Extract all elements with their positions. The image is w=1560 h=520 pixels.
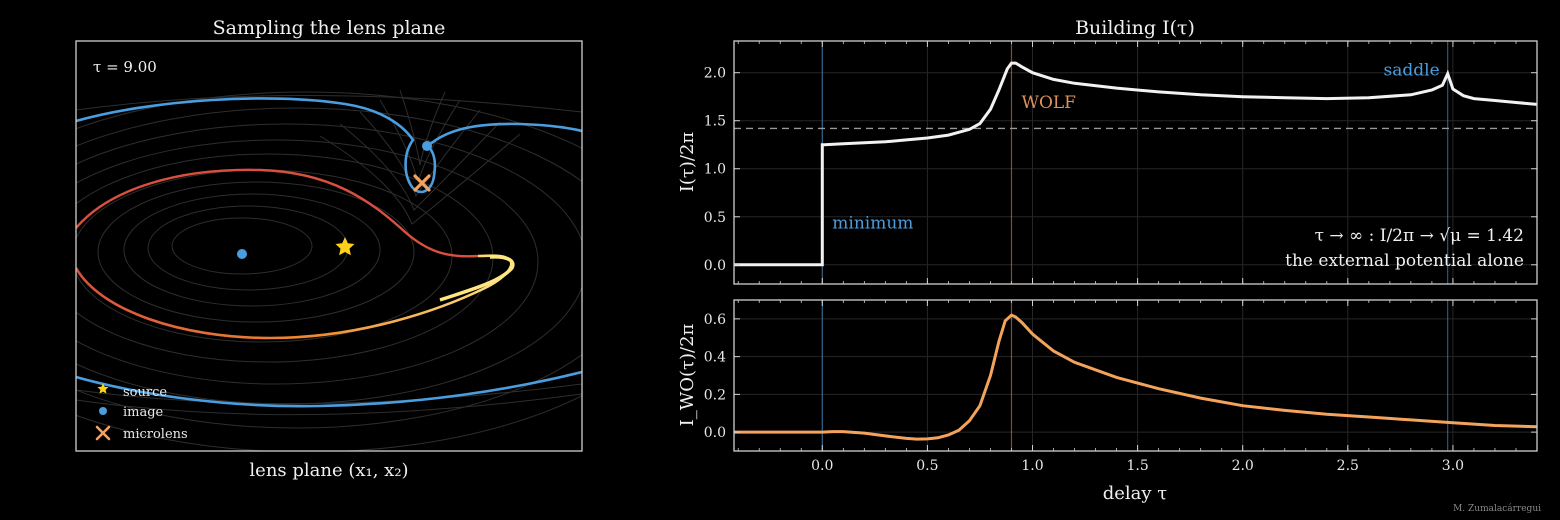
tau-value-label: τ = 9.00 — [93, 58, 157, 76]
bottom-chart-ylabel: I_WO(τ)/2π — [677, 323, 698, 426]
x-tick-label: 2.0 — [1232, 458, 1254, 474]
top-chart-grid — [734, 41, 1537, 284]
minimum-label: minimum — [832, 213, 913, 233]
limit-annotation: τ → ∞ : I/2π → √μ = 1.42 — [1315, 226, 1524, 246]
legend-image-icon — [99, 407, 107, 415]
left-panel: Sampling the lens plane — [75, 17, 583, 481]
limit-annotation-caption: the external potential alone — [1285, 251, 1524, 271]
x-tick-label: 1.0 — [1021, 458, 1043, 474]
left-panel-title: Sampling the lens plane — [213, 17, 446, 39]
top-chart-title: Building I(τ) — [1075, 17, 1195, 39]
y-tick-label: 2.0 — [704, 66, 726, 82]
top-chart-event-lines — [821, 41, 1449, 284]
I-WO-tau-curve — [734, 313, 1537, 441]
y-tick-label: 1.5 — [704, 114, 726, 130]
author-credit: M. Zumalacárregui — [1453, 503, 1541, 514]
y-tick-label: 0.2 — [704, 387, 726, 403]
y-tick-label: 0.4 — [704, 350, 726, 366]
top-chart-frame — [733, 40, 1538, 285]
bottom-chart-grid — [734, 300, 1537, 451]
y-tick-label: 1.0 — [704, 162, 726, 178]
left-panel-xlabel: lens plane (x₁, x₂) — [249, 460, 408, 481]
y-tick-label: 0.0 — [704, 258, 726, 274]
image-track-head — [439, 255, 515, 302]
image-track-red — [76, 168, 479, 258]
microlens-cross — [413, 174, 431, 192]
x-tick-label: 3.0 — [1442, 458, 1464, 474]
top-chart: Building I(τ) 0.0 0.5 1.0 1.5 2.0 minimum WO… — [677, 17, 1538, 285]
x-tick-label: 0.5 — [916, 458, 938, 474]
top-chart-ylabel: I(τ)/2π — [677, 132, 698, 193]
image-minimum-marker — [237, 249, 247, 259]
source-star — [335, 237, 355, 256]
legend-source-label: source — [123, 385, 167, 400]
bottom-chart-xlabel: delay τ — [1103, 483, 1168, 504]
left-legend: source image microlens — [95, 383, 188, 442]
bottom-chart: 0.0 0.5 1.0 1.5 2.0 2.5 3.0 0.0 0.2 0.4 0.6 I_WO(τ… — [677, 299, 1538, 504]
left-panel-frame — [75, 40, 583, 452]
critical-curves — [76, 97, 582, 408]
legend-microlens-icon — [95, 425, 111, 441]
outer-blue-curve-top — [76, 97, 582, 194]
legend-microlens-label: microlens — [123, 427, 188, 442]
legend-image-label: image — [123, 405, 164, 420]
y-tick-label: 0.0 — [704, 425, 726, 441]
x-tick-label: 0.0 — [811, 458, 833, 474]
saddle-label: saddle — [1384, 61, 1440, 81]
bottom-chart-event-lines — [821, 300, 1449, 451]
top-chart-ticks: 0.0 0.5 1.0 1.5 2.0 — [704, 41, 1537, 284]
y-tick-label: 0.6 — [704, 312, 726, 328]
lens-plane-markers — [237, 141, 432, 259]
lens-plane-contours — [76, 89, 582, 451]
x-tick-label: 2.5 — [1337, 458, 1359, 474]
wolf-label: WOLF — [1021, 93, 1076, 113]
I-tau-curve — [734, 61, 1537, 267]
bottom-chart-frame — [733, 299, 1538, 452]
y-tick-label: 0.5 — [704, 210, 726, 226]
legend-star-icon — [97, 383, 109, 394]
bottom-chart-ticks: 0.0 0.5 1.0 1.5 2.0 2.5 3.0 0.0 0.2 0.4 0.6 — [704, 300, 1537, 474]
outer-blue-curve-bottom — [76, 370, 582, 408]
x-tick-label: 1.5 — [1126, 458, 1148, 474]
image-saddle-marker — [422, 141, 432, 151]
